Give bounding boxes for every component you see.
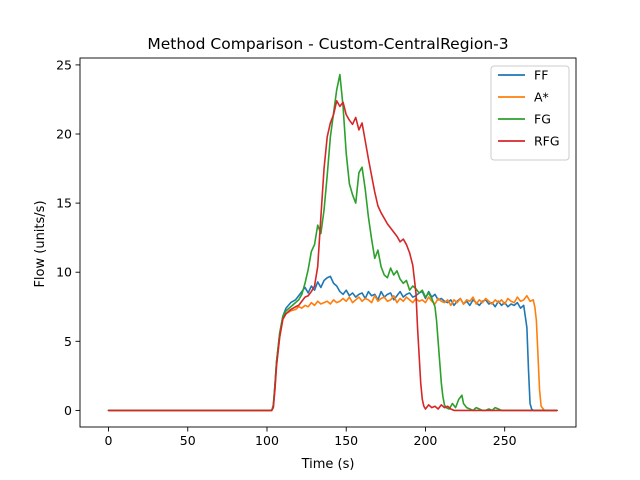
x-tick-label: 150 [334,433,358,448]
legend-label: RFG [534,134,560,149]
x-axis-label: Time (s) [301,457,355,472]
plot-frame [79,57,577,428]
legend-label: FG [534,112,551,127]
series-group [107,73,558,412]
series-line-fg [107,73,558,412]
series-line-ff [107,275,558,412]
x-tick-label: 0 [105,433,113,448]
y-tick-label: 5 [64,334,72,349]
legend-box [490,65,570,161]
y-tick-label: 20 [56,127,72,142]
y-tick-label: 0 [64,403,72,418]
x-tick-label: 100 [255,433,279,448]
y-axis-label: Flow (units/s) [33,200,48,287]
legend: FF A* FG RFG [490,65,570,161]
y-tick-label: 25 [56,57,72,72]
x-tick-label: 200 [414,433,438,448]
legend-label: A* [534,90,549,105]
x-tick-label: 250 [493,433,517,448]
series-line-rfg [107,100,558,412]
plot-area: 0 50 100 150 200 250 0 5 10 15 20 25 [56,57,577,448]
y-tick-label: 15 [56,196,72,211]
series-line-a-star [107,294,558,412]
chart-title: Method Comparison - Custom-CentralRegion… [147,35,508,53]
x-tick-label: 50 [180,433,196,448]
y-tick-label: 10 [56,265,72,280]
legend-label: FF [534,68,548,83]
